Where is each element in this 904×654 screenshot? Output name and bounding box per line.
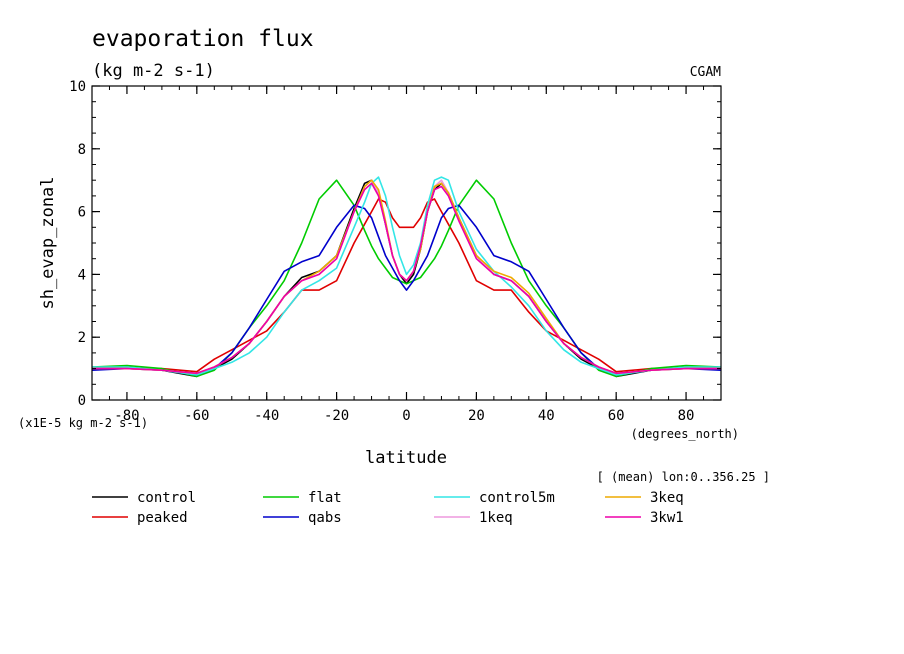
legend-item-peaked: peaked	[92, 510, 188, 526]
y-tick-label: 6	[78, 205, 86, 221]
y-tick-label: 2	[78, 330, 86, 346]
legend-label: control5m	[479, 490, 555, 506]
x-tick-label: 40	[538, 408, 555, 424]
legend-label: 3kw1	[650, 510, 684, 526]
x-tick-label: -60	[184, 408, 209, 424]
legend-item-3kw1: 3kw1	[605, 510, 684, 526]
chart-units: (kg m-2 s-1)	[92, 61, 215, 81]
legend-label: 1keq	[479, 510, 513, 526]
legend-item-qabs: qabs	[263, 510, 342, 526]
plot-frame	[91, 85, 722, 401]
series-line-3keq	[92, 179, 721, 375]
y-axis-label: sh_evap_zonal	[38, 176, 58, 309]
chart-title: evaporation flux	[92, 26, 314, 52]
x-axis-units: (degrees_north)	[631, 427, 739, 441]
x-tick-label: 0	[402, 408, 410, 424]
y-tick-label: 10	[69, 79, 86, 95]
legend-label: flat	[308, 490, 342, 506]
legend-item-3keq: 3keq	[605, 490, 684, 506]
series-line-3kw1	[92, 182, 721, 375]
x-tick-label: -20	[324, 408, 349, 424]
legend-item-control: control	[92, 490, 196, 506]
legend-label: 3keq	[650, 490, 684, 506]
y-tick-label: 4	[78, 267, 86, 283]
x-tick-label: 60	[608, 408, 625, 424]
series-line-flat	[91, 179, 722, 378]
legend-label: peaked	[137, 510, 188, 526]
legend-item-control5m: control5m	[434, 490, 555, 506]
x-tick-label: -40	[254, 408, 279, 424]
y-scale-note: (x1E-5 kg m-2 s-1)	[18, 416, 148, 430]
x-axis-label: latitude	[365, 448, 447, 468]
y-tick-label: 0	[78, 393, 86, 409]
legend-item-flat: flat	[263, 490, 342, 506]
series-line-control5m	[92, 176, 721, 376]
x-tick-label: 80	[678, 408, 695, 424]
x-tick-label: -80	[114, 408, 139, 424]
x-tick-label: 20	[468, 408, 485, 424]
series-line-qabs	[91, 204, 722, 376]
series-line-peaked	[92, 198, 721, 373]
chart-subtitle: [ (mean) lon:0..356.25 ]	[597, 470, 770, 484]
legend-item-1keq: 1keq	[434, 510, 513, 526]
legend-label: control	[137, 490, 196, 506]
series-line-control	[91, 179, 722, 378]
chart-source: CGAM	[690, 65, 721, 80]
series-line-1keq	[92, 179, 721, 375]
legend-label: qabs	[308, 510, 342, 526]
y-tick-label: 8	[78, 142, 86, 158]
